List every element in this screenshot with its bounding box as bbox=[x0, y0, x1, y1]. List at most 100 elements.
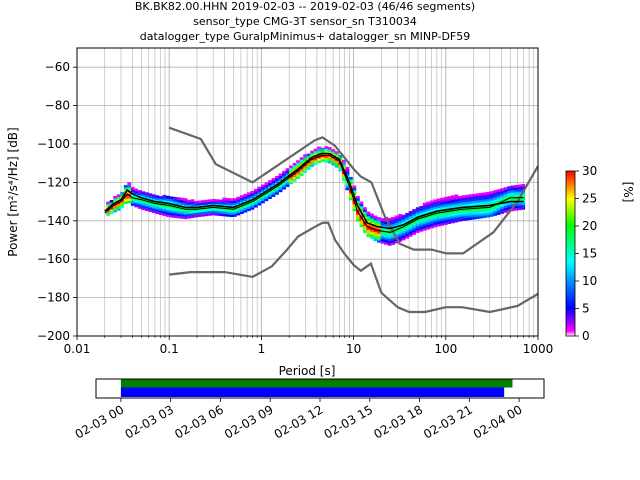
histogram-cell bbox=[475, 197, 480, 201]
histogram-cell bbox=[338, 155, 343, 158]
histogram-cell bbox=[166, 198, 170, 201]
histogram-cell bbox=[429, 223, 434, 227]
low-noise-model-line bbox=[169, 221, 538, 314]
histogram-cell bbox=[391, 223, 395, 227]
histogram-cell bbox=[384, 239, 388, 243]
histogram-cell bbox=[151, 198, 156, 202]
histogram-cell bbox=[176, 199, 181, 203]
histogram-cell bbox=[338, 166, 343, 170]
histogram-cell bbox=[180, 200, 184, 203]
histogram-cell bbox=[514, 185, 519, 188]
histogram-cell bbox=[257, 202, 262, 206]
histogram-cell bbox=[338, 157, 343, 160]
histogram-cell bbox=[370, 220, 374, 224]
histogram-cell bbox=[401, 237, 406, 241]
histogram-cell bbox=[454, 210, 459, 214]
histogram-cell bbox=[468, 215, 473, 218]
histogram-cell bbox=[454, 194, 459, 198]
histogram-cell bbox=[187, 199, 191, 203]
histogram-cell bbox=[345, 173, 350, 177]
histogram-cell bbox=[458, 209, 462, 213]
histogram-cell bbox=[387, 240, 392, 244]
histogram-cell bbox=[127, 198, 132, 201]
histogram-cell bbox=[236, 212, 241, 216]
histogram-cell bbox=[222, 199, 227, 203]
histogram-cell bbox=[253, 193, 258, 197]
histogram-cell bbox=[148, 200, 153, 203]
histogram-cell bbox=[440, 211, 445, 215]
histogram-cell bbox=[398, 220, 403, 224]
histogram-cell bbox=[355, 212, 360, 215]
histogram-cell bbox=[489, 211, 494, 215]
histogram-cell bbox=[363, 214, 367, 217]
histogram-cell bbox=[422, 207, 427, 210]
histogram-cell bbox=[482, 210, 487, 214]
histogram-cell bbox=[180, 211, 184, 215]
histogram-cell bbox=[225, 214, 230, 217]
histogram-cell bbox=[285, 181, 290, 185]
histogram-cell bbox=[465, 217, 469, 221]
histogram-cell bbox=[489, 193, 494, 197]
histogram-cell bbox=[204, 213, 209, 217]
histogram-cell bbox=[169, 196, 174, 200]
histogram-cell bbox=[408, 231, 413, 235]
timeline-tick-label: 02-04 00 bbox=[471, 402, 525, 441]
histogram-cell bbox=[500, 204, 505, 207]
histogram-cell bbox=[166, 195, 170, 199]
psd-lines bbox=[104, 126, 538, 314]
histogram-cell bbox=[422, 204, 427, 208]
histogram-cell bbox=[373, 217, 378, 221]
histogram-cell bbox=[450, 204, 455, 208]
histogram-cell bbox=[218, 211, 223, 214]
histogram-cell bbox=[373, 229, 378, 232]
histogram-cell bbox=[398, 230, 403, 233]
histogram-cell bbox=[225, 202, 230, 206]
histogram-cell bbox=[275, 178, 279, 181]
histogram-cell bbox=[285, 179, 290, 183]
histogram-cell bbox=[282, 173, 286, 176]
histogram-cell bbox=[194, 212, 198, 216]
histogram-cell bbox=[387, 238, 392, 242]
histogram-cell bbox=[158, 205, 163, 209]
histogram-cell bbox=[278, 187, 283, 190]
histogram-cell bbox=[190, 213, 195, 216]
histogram-cell bbox=[472, 209, 476, 213]
histogram-cell bbox=[116, 196, 121, 200]
histogram-cell bbox=[408, 229, 413, 233]
histogram-cell bbox=[458, 205, 462, 208]
histogram-cell bbox=[282, 175, 286, 179]
histogram-cell bbox=[503, 194, 508, 197]
histogram-cell bbox=[194, 214, 198, 218]
histogram-cell bbox=[127, 186, 132, 190]
histogram-cell bbox=[503, 207, 508, 211]
histogram-cell bbox=[225, 209, 230, 213]
histogram-cell bbox=[151, 196, 156, 200]
histogram-cell bbox=[450, 218, 455, 221]
histogram-cell bbox=[440, 213, 445, 217]
histogram-cell bbox=[377, 237, 381, 241]
histogram-cell bbox=[130, 193, 135, 197]
histogram-cell bbox=[454, 208, 459, 211]
histogram-cell bbox=[500, 199, 505, 203]
histogram-cell bbox=[148, 209, 153, 213]
histogram-cell bbox=[507, 202, 512, 205]
histogram-cell bbox=[514, 191, 519, 195]
histogram-cell bbox=[521, 207, 526, 210]
histogram-cell bbox=[401, 228, 406, 232]
histogram-cell bbox=[380, 220, 385, 224]
histogram-cell bbox=[292, 176, 297, 180]
histogram-cell bbox=[303, 170, 308, 173]
histogram-cell bbox=[176, 197, 181, 200]
histogram-cell bbox=[141, 202, 146, 206]
histogram-cell bbox=[348, 181, 353, 185]
histogram-cell bbox=[517, 191, 522, 195]
histogram-cell bbox=[299, 168, 304, 172]
histogram-cell bbox=[141, 198, 146, 201]
histogram-cell bbox=[109, 199, 114, 203]
histogram-cell bbox=[303, 165, 308, 169]
histogram-cell bbox=[426, 226, 431, 230]
histogram-cell bbox=[377, 223, 381, 227]
histogram-cell bbox=[141, 207, 146, 211]
histogram-cell bbox=[190, 210, 195, 214]
histogram-cell bbox=[479, 195, 483, 198]
